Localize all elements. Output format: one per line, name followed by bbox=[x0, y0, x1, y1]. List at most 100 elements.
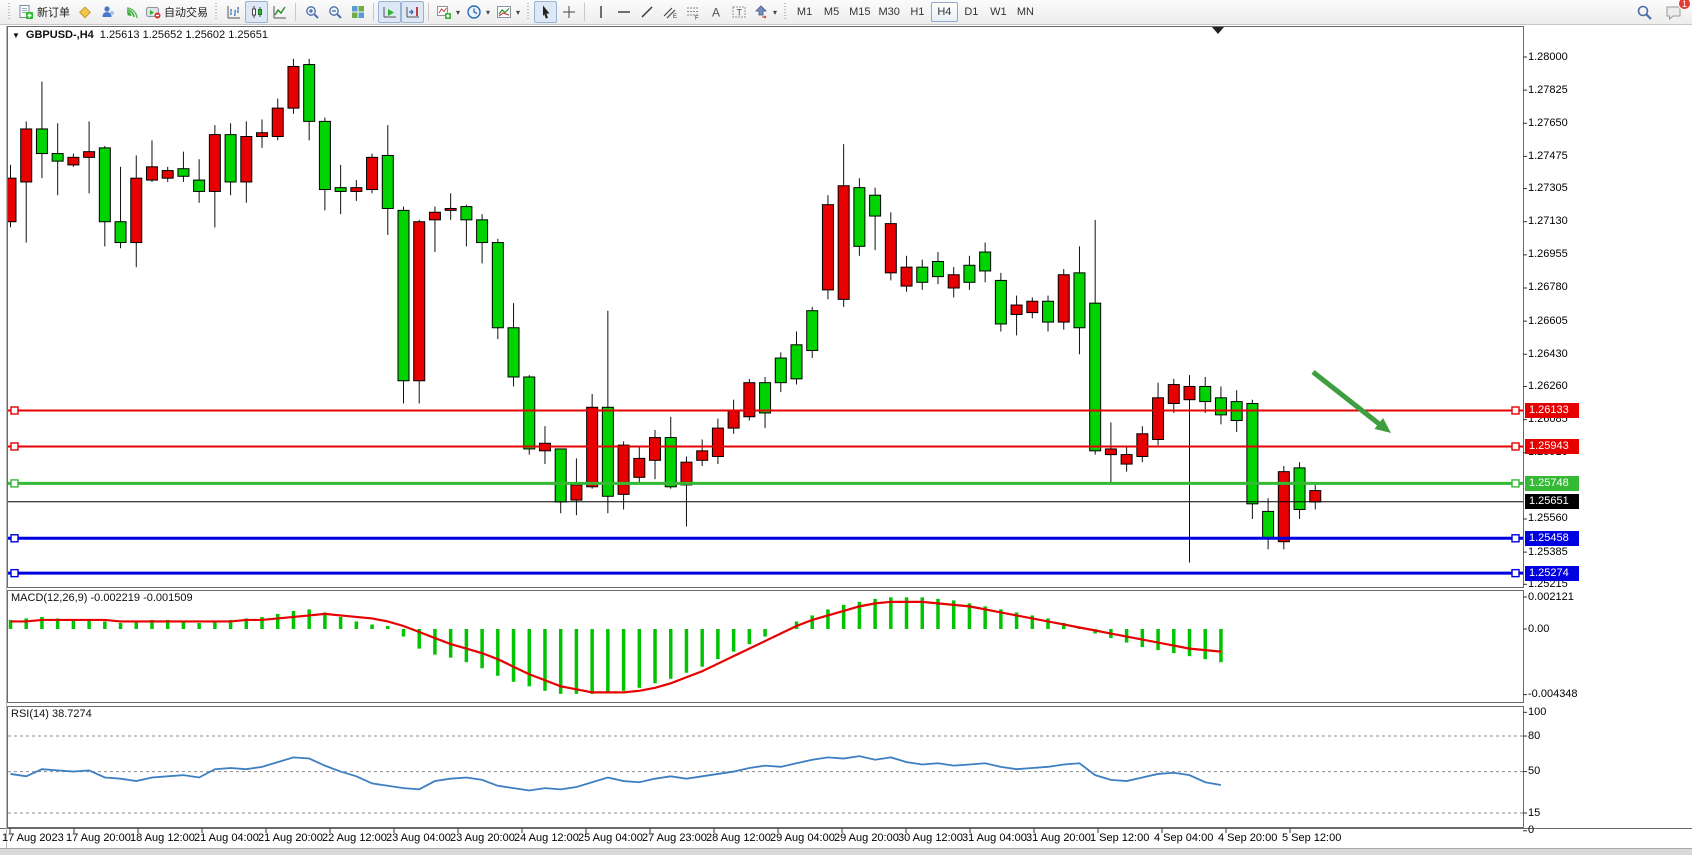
candle-body bbox=[130, 177, 143, 244]
tf-button-H4[interactable]: H4 bbox=[930, 2, 958, 22]
new-order-button[interactable]: 新订单 bbox=[15, 1, 73, 23]
window-left-edge bbox=[6, 26, 7, 848]
toolbar-grip[interactable] bbox=[783, 3, 789, 21]
hline-handle[interactable] bbox=[1511, 406, 1520, 415]
macd-panel[interactable] bbox=[7, 590, 1524, 703]
metaeditor-button[interactable] bbox=[73, 1, 96, 23]
candle-body bbox=[161, 170, 174, 179]
text-button[interactable]: A bbox=[704, 1, 727, 23]
hline-handle[interactable] bbox=[1511, 442, 1520, 451]
rsi-tick-label: 15 bbox=[1528, 806, 1541, 819]
indicators-button[interactable]: ▾ bbox=[433, 1, 463, 23]
macd-name: MACD(12,26,9) bbox=[11, 592, 88, 604]
hline-handle[interactable] bbox=[1511, 534, 1520, 543]
hline-handle[interactable] bbox=[1511, 479, 1520, 488]
hline-handle[interactable] bbox=[1511, 568, 1520, 578]
new-order-label: 新订单 bbox=[37, 7, 70, 19]
bar-chart-button[interactable] bbox=[222, 1, 245, 23]
signals-button[interactable] bbox=[119, 1, 142, 23]
candle-body bbox=[287, 65, 300, 109]
periods-button[interactable]: ▾ bbox=[463, 1, 493, 23]
price-marker-1.25943: 1.25943 bbox=[1525, 438, 1579, 454]
tf-button-D1[interactable]: D1 bbox=[964, 6, 979, 18]
candle-body bbox=[633, 457, 646, 478]
macd-tick-label: 0.002121 bbox=[1528, 590, 1574, 603]
tf-button-M15[interactable]: M15 bbox=[849, 6, 871, 18]
candle-body bbox=[601, 406, 614, 497]
indicators-icon bbox=[437, 6, 451, 19]
hline-handle[interactable] bbox=[10, 442, 19, 451]
chart-title: ▼ GBPUSD-,H4 1.25613 1.25652 1.25602 1.2… bbox=[12, 29, 268, 41]
svg-text:T: T bbox=[736, 8, 742, 18]
fibonacci-button[interactable]: F bbox=[681, 1, 704, 23]
auto-scroll-button[interactable] bbox=[378, 1, 401, 23]
rsi-panel[interactable] bbox=[7, 706, 1524, 828]
search-button[interactable] bbox=[1633, 1, 1656, 23]
line-chart-button[interactable] bbox=[268, 1, 291, 23]
chevron-down-icon: ▾ bbox=[456, 7, 461, 17]
hline-handle[interactable] bbox=[10, 534, 19, 543]
arrows-button[interactable]: ▾ bbox=[750, 1, 780, 23]
candle-body bbox=[916, 266, 929, 283]
tf-button-M30[interactable]: M30 bbox=[878, 6, 900, 18]
candle-body bbox=[680, 461, 693, 486]
candle-body bbox=[1120, 454, 1133, 465]
trend-arrow-head[interactable] bbox=[1374, 417, 1391, 433]
channel-button[interactable]: E bbox=[658, 1, 681, 23]
zoom-in-button[interactable] bbox=[300, 1, 323, 23]
time-label: 27 Aug 23:00 bbox=[642, 832, 707, 844]
macd-tick-label: -0.004348 bbox=[1528, 688, 1578, 701]
zoom-out-button[interactable] bbox=[323, 1, 346, 23]
cursor-button[interactable] bbox=[534, 1, 558, 23]
candle-body bbox=[476, 219, 489, 244]
toolbar-grip[interactable] bbox=[7, 3, 12, 21]
candle-body bbox=[774, 357, 787, 384]
rsi-tick-label: 80 bbox=[1528, 729, 1541, 742]
macd-indicator-label: MACD(12,26,9) -0.002219 -0.001509 bbox=[11, 592, 193, 604]
price-tick-label: 1.27305 bbox=[1528, 182, 1568, 195]
chart-shift-icon bbox=[406, 7, 419, 18]
bar-chart-icon bbox=[227, 6, 240, 19]
toolbar-grip[interactable] bbox=[526, 3, 532, 21]
main-panel[interactable] bbox=[7, 26, 1524, 588]
candlestick-chart-button[interactable] bbox=[245, 1, 268, 23]
community-button[interactable] bbox=[96, 1, 119, 23]
trendline-button[interactable] bbox=[635, 1, 658, 23]
autotrading-button[interactable]: 自动交易 bbox=[142, 1, 211, 23]
chart-shift-marker[interactable] bbox=[1212, 27, 1224, 34]
trend-arrow[interactable] bbox=[1311, 370, 1385, 429]
hline-handle[interactable] bbox=[10, 479, 19, 488]
hline-handle[interactable] bbox=[10, 568, 19, 578]
candle-body bbox=[963, 264, 976, 283]
label-button[interactable]: T bbox=[727, 1, 750, 23]
crosshair-button[interactable] bbox=[557, 1, 580, 23]
horizontal-line-button[interactable] bbox=[612, 1, 635, 23]
candle-body bbox=[98, 147, 111, 223]
rsi-value: 38.7274 bbox=[51, 708, 92, 720]
svg-text:A: A bbox=[712, 6, 720, 20]
tile-windows-button[interactable] bbox=[346, 1, 369, 23]
time-label: 25 Aug 04:00 bbox=[578, 832, 643, 844]
candle-body bbox=[35, 128, 48, 155]
cursor-icon bbox=[542, 5, 550, 19]
price-axis[interactable] bbox=[1524, 26, 1692, 828]
candle-body bbox=[491, 242, 504, 329]
tf-button-H1[interactable]: H1 bbox=[910, 6, 925, 18]
tf-button-M1[interactable]: M1 bbox=[796, 6, 813, 18]
tf-button-MN[interactable]: MN bbox=[1016, 6, 1034, 18]
vertical-line-button[interactable] bbox=[589, 1, 612, 23]
candle-body bbox=[114, 221, 127, 244]
notifications-button[interactable]: 1 bbox=[1662, 0, 1691, 23]
time-label: 22 Aug 12:00 bbox=[322, 832, 387, 844]
hline-handle[interactable] bbox=[10, 406, 19, 415]
candle-body bbox=[1214, 397, 1227, 416]
signals-icon bbox=[126, 7, 138, 19]
templates-icon bbox=[497, 6, 512, 18]
templates-button[interactable]: ▾ bbox=[493, 1, 523, 23]
candle-body bbox=[83, 151, 96, 158]
tf-button-W1[interactable]: W1 bbox=[990, 6, 1007, 18]
tf-button-M5[interactable]: M5 bbox=[823, 6, 840, 18]
chart-shift-button[interactable] bbox=[401, 1, 424, 23]
toolbar-grip[interactable] bbox=[214, 3, 219, 21]
